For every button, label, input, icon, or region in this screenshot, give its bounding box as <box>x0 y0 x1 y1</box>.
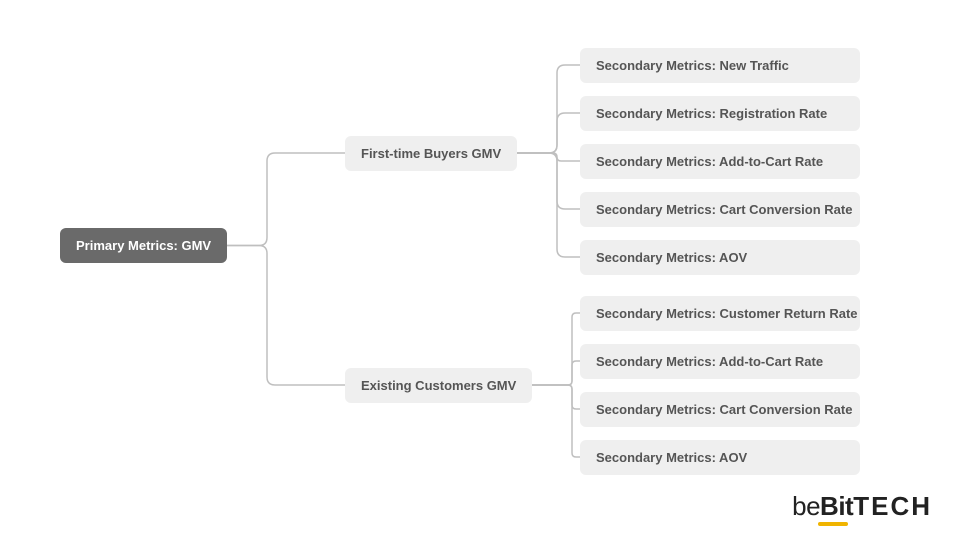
logo-bit: Bit <box>820 491 853 521</box>
leaf-node: Secondary Metrics: Cart Conversion Rate <box>580 192 860 227</box>
leaf-node: Secondary Metrics: AOV <box>580 440 860 475</box>
leaf-node: Secondary Metrics: Customer Return Rate <box>580 296 860 331</box>
leaf-node: Secondary Metrics: Registration Rate <box>580 96 860 131</box>
leaf-node: Secondary Metrics: New Traffic <box>580 48 860 83</box>
diagram-canvas: Primary Metrics: GMV First-time Buyers GM… <box>0 0 960 540</box>
logo-tech: TECH <box>853 491 932 521</box>
branch-node: First-time Buyers GMV <box>345 136 517 171</box>
leaf-node: Secondary Metrics: Cart Conversion Rate <box>580 392 860 427</box>
leaf-node: Secondary Metrics: Add-to-Cart Rate <box>580 144 860 179</box>
root-node: Primary Metrics: GMV <box>60 228 227 263</box>
logo-underline <box>818 522 848 526</box>
branch-node: Existing Customers GMV <box>345 368 532 403</box>
leaf-node: Secondary Metrics: Add-to-Cart Rate <box>580 344 860 379</box>
logo-be: be <box>792 491 820 521</box>
brand-logo: beBitTECH <box>792 491 932 522</box>
leaf-node: Secondary Metrics: AOV <box>580 240 860 275</box>
